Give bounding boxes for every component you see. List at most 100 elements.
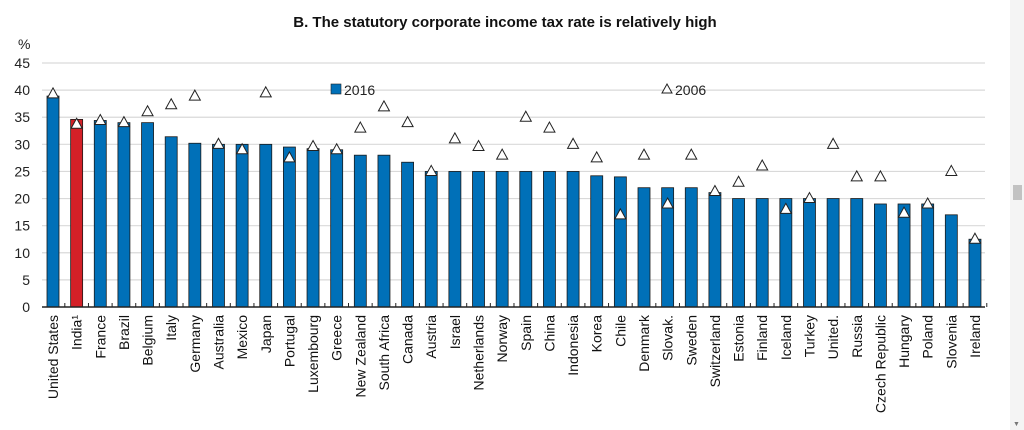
x-tick-label: Korea xyxy=(589,315,605,353)
marker-2006 xyxy=(874,169,887,182)
scrollbar-thumb[interactable] xyxy=(1013,185,1022,200)
bar-2016 xyxy=(353,154,367,308)
bar-2016 xyxy=(944,214,958,308)
bar-2016 xyxy=(259,143,273,308)
bar-2016 xyxy=(732,198,745,308)
x-tick-label: Ireland xyxy=(967,315,983,358)
marker-2006 xyxy=(117,115,131,128)
marker-2006 xyxy=(637,148,651,160)
x-tick-label: Israel xyxy=(447,315,463,349)
y-tick-label: 25 xyxy=(14,163,30,179)
marker-2006 xyxy=(708,184,722,197)
x-tick-label: United. xyxy=(825,315,841,359)
x-tick-label: Slovak. xyxy=(660,315,676,361)
marker-2006 xyxy=(897,206,911,218)
legend-label-2016: 2016 xyxy=(344,82,375,98)
x-tick-label: New Zealand xyxy=(352,315,368,398)
bar-2016 xyxy=(495,171,509,308)
y-tick-label: 40 xyxy=(14,82,30,98)
x-tick-label: China xyxy=(541,315,557,352)
marker-2006 xyxy=(543,121,556,133)
x-tick-label: Hungary xyxy=(896,315,912,368)
marker-2006 xyxy=(306,139,320,152)
marker-2006 xyxy=(968,232,982,244)
y-axis-unit: % xyxy=(18,36,31,52)
bar-2016 xyxy=(377,154,391,308)
marker-2006 xyxy=(330,142,344,155)
marker-2006 xyxy=(519,110,533,122)
marker-2006 xyxy=(353,121,367,133)
marker-2006 xyxy=(850,169,864,182)
bar-2016 xyxy=(566,171,580,308)
x-tick-label: France xyxy=(92,315,108,359)
x-tick-label: Portugal xyxy=(281,315,297,367)
bar-2016 xyxy=(306,148,320,308)
bar-2016 xyxy=(330,149,344,308)
scroll-down-arrow-icon[interactable]: ▼ xyxy=(1013,421,1020,428)
legend-label-2006: 2006 xyxy=(675,82,706,98)
x-tick-label: Canada xyxy=(400,315,416,364)
x-tick-label: Luxembourg xyxy=(305,315,321,393)
bar-2016 xyxy=(117,122,131,308)
y-tick-label: 35 xyxy=(14,109,30,125)
bar-2016 xyxy=(826,198,840,308)
bar-2016 xyxy=(212,143,225,308)
marker-2006 xyxy=(401,115,414,128)
marker-2006 xyxy=(141,104,154,117)
marker-2006 xyxy=(46,86,60,99)
bar-2016 xyxy=(755,198,769,308)
marker-2006 xyxy=(259,85,273,98)
bar-2016 xyxy=(235,143,249,308)
y-tick-label: 5 xyxy=(22,272,30,288)
marker-2006 xyxy=(212,137,225,149)
bar-2016 xyxy=(779,198,793,308)
x-tick-label: Netherlands xyxy=(471,315,487,391)
marker-2006 xyxy=(921,196,935,209)
x-tick-label: Japan xyxy=(258,315,274,353)
bar-2016 xyxy=(93,120,107,308)
marker-2006 xyxy=(188,89,202,101)
marker-2006 xyxy=(661,196,674,209)
y-tick-label: 30 xyxy=(14,136,30,152)
marker-2006 xyxy=(826,137,840,149)
marker-2006 xyxy=(93,113,107,125)
marker-2006 xyxy=(495,148,509,160)
marker-2006 xyxy=(732,175,745,187)
bar-2016 xyxy=(164,136,178,308)
bar-2016 xyxy=(46,95,60,308)
x-tick-label: India¹ xyxy=(69,315,85,350)
x-tick-label: Estonia xyxy=(731,315,747,362)
bar-2016 xyxy=(424,171,438,308)
marker-2006 xyxy=(755,158,769,171)
x-tick-label: Greece xyxy=(329,315,345,361)
x-tick-label: Finland xyxy=(754,315,770,361)
bar-2016 xyxy=(637,187,651,308)
marker-2006 xyxy=(684,148,698,160)
x-tick-label: Switzerland xyxy=(707,315,723,387)
chart-title: B. The statutory corporate income tax ra… xyxy=(293,14,717,31)
bar-2016 xyxy=(613,176,627,308)
bar-2016 xyxy=(590,175,604,308)
bar-2016 xyxy=(70,118,84,308)
marker-2006 xyxy=(614,207,627,220)
marker-2006 xyxy=(283,150,296,163)
marker-2006 xyxy=(803,191,816,204)
bar-2016 xyxy=(141,122,154,308)
y-tick-label: 45 xyxy=(14,55,30,71)
bar-2016 xyxy=(850,198,864,308)
x-tick-label: Italy xyxy=(163,315,179,341)
x-tick-label: Austria xyxy=(423,315,439,359)
marker-2006 xyxy=(566,137,580,149)
bar-2016 xyxy=(921,203,935,308)
marker-2006 xyxy=(472,139,485,152)
x-tick-label: Chile xyxy=(612,315,628,347)
marker-2006 xyxy=(424,164,438,176)
bar-2016 xyxy=(188,142,202,308)
bar-2016 xyxy=(448,171,462,308)
bar-2016 xyxy=(708,192,722,308)
x-tick-label: Germany xyxy=(187,315,203,373)
vertical-scrollbar[interactable]: ▼ xyxy=(1010,0,1024,430)
y-tick-label: 20 xyxy=(14,191,30,207)
marker-2006 xyxy=(590,150,604,163)
x-tick-label: Denmark xyxy=(636,314,652,372)
